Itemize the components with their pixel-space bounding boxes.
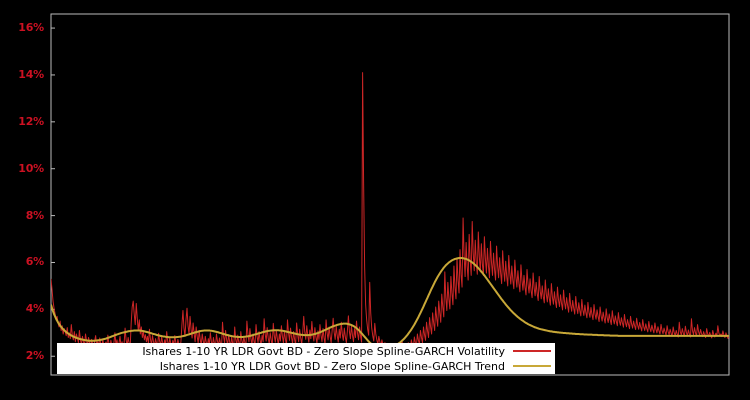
y-tick-label-14pct: 14%	[18, 67, 44, 81]
legend-entry-trend: Ishares 1-10 YR LDR Govt BD - Zero Slope…	[57, 359, 555, 374]
legend-swatch-volatility-icon	[513, 350, 551, 352]
legend-label-volatility: Ishares 1-10 YR LDR Govt BD - Zero Slope…	[142, 344, 505, 358]
y-tick-label-16pct: 16%	[18, 21, 44, 35]
legend-swatch-trend-icon	[513, 365, 551, 367]
y-tick-label-6pct: 6%	[25, 255, 44, 269]
chart-legend: Ishares 1-10 YR LDR Govt BD - Zero Slope…	[57, 343, 555, 374]
legend-entry-volatility: Ishares 1-10 YR LDR Govt BD - Zero Slope…	[57, 344, 555, 359]
y-tick-label-4pct: 4%	[25, 302, 44, 316]
y-tick-label-10pct: 10%	[18, 161, 44, 175]
y-tick-label-8pct: 8%	[25, 208, 44, 222]
plot-frame	[50, 13, 730, 376]
y-tick-label-2pct: 2%	[25, 349, 44, 363]
legend-label-trend: Ishares 1-10 YR LDR Govt BD - Zero Slope…	[159, 359, 505, 373]
y-tick-label-12pct: 12%	[18, 114, 44, 128]
